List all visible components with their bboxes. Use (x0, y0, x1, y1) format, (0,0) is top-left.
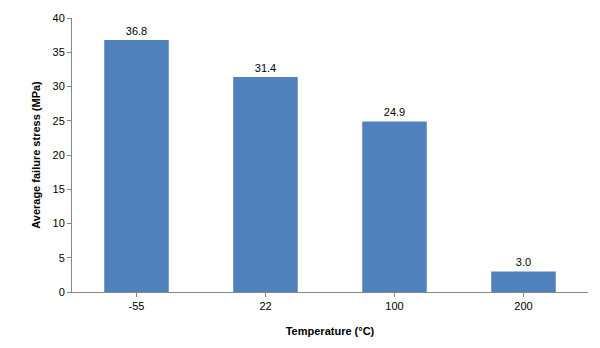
svg-text:0: 0 (59, 286, 65, 298)
svg-text:22: 22 (259, 300, 271, 312)
svg-text:35: 35 (53, 46, 65, 58)
svg-text:3.0: 3.0 (516, 256, 531, 268)
svg-text:25: 25 (53, 115, 65, 127)
svg-text:Average failure stress (MPa): Average failure stress (MPa) (30, 81, 42, 229)
svg-text:10: 10 (53, 217, 65, 229)
svg-text:5: 5 (59, 252, 65, 264)
svg-text:-55: -55 (129, 300, 145, 312)
svg-text:20: 20 (53, 149, 65, 161)
svg-text:24.9: 24.9 (384, 106, 405, 118)
svg-text:31.4: 31.4 (255, 62, 276, 74)
svg-text:40: 40 (53, 12, 65, 24)
svg-text:36.8: 36.8 (126, 25, 147, 37)
svg-text:100: 100 (385, 300, 403, 312)
svg-text:15: 15 (53, 183, 65, 195)
svg-text:200: 200 (514, 300, 532, 312)
svg-text:30: 30 (53, 80, 65, 92)
svg-text:Temperature (°C): Temperature (°C) (286, 325, 375, 337)
